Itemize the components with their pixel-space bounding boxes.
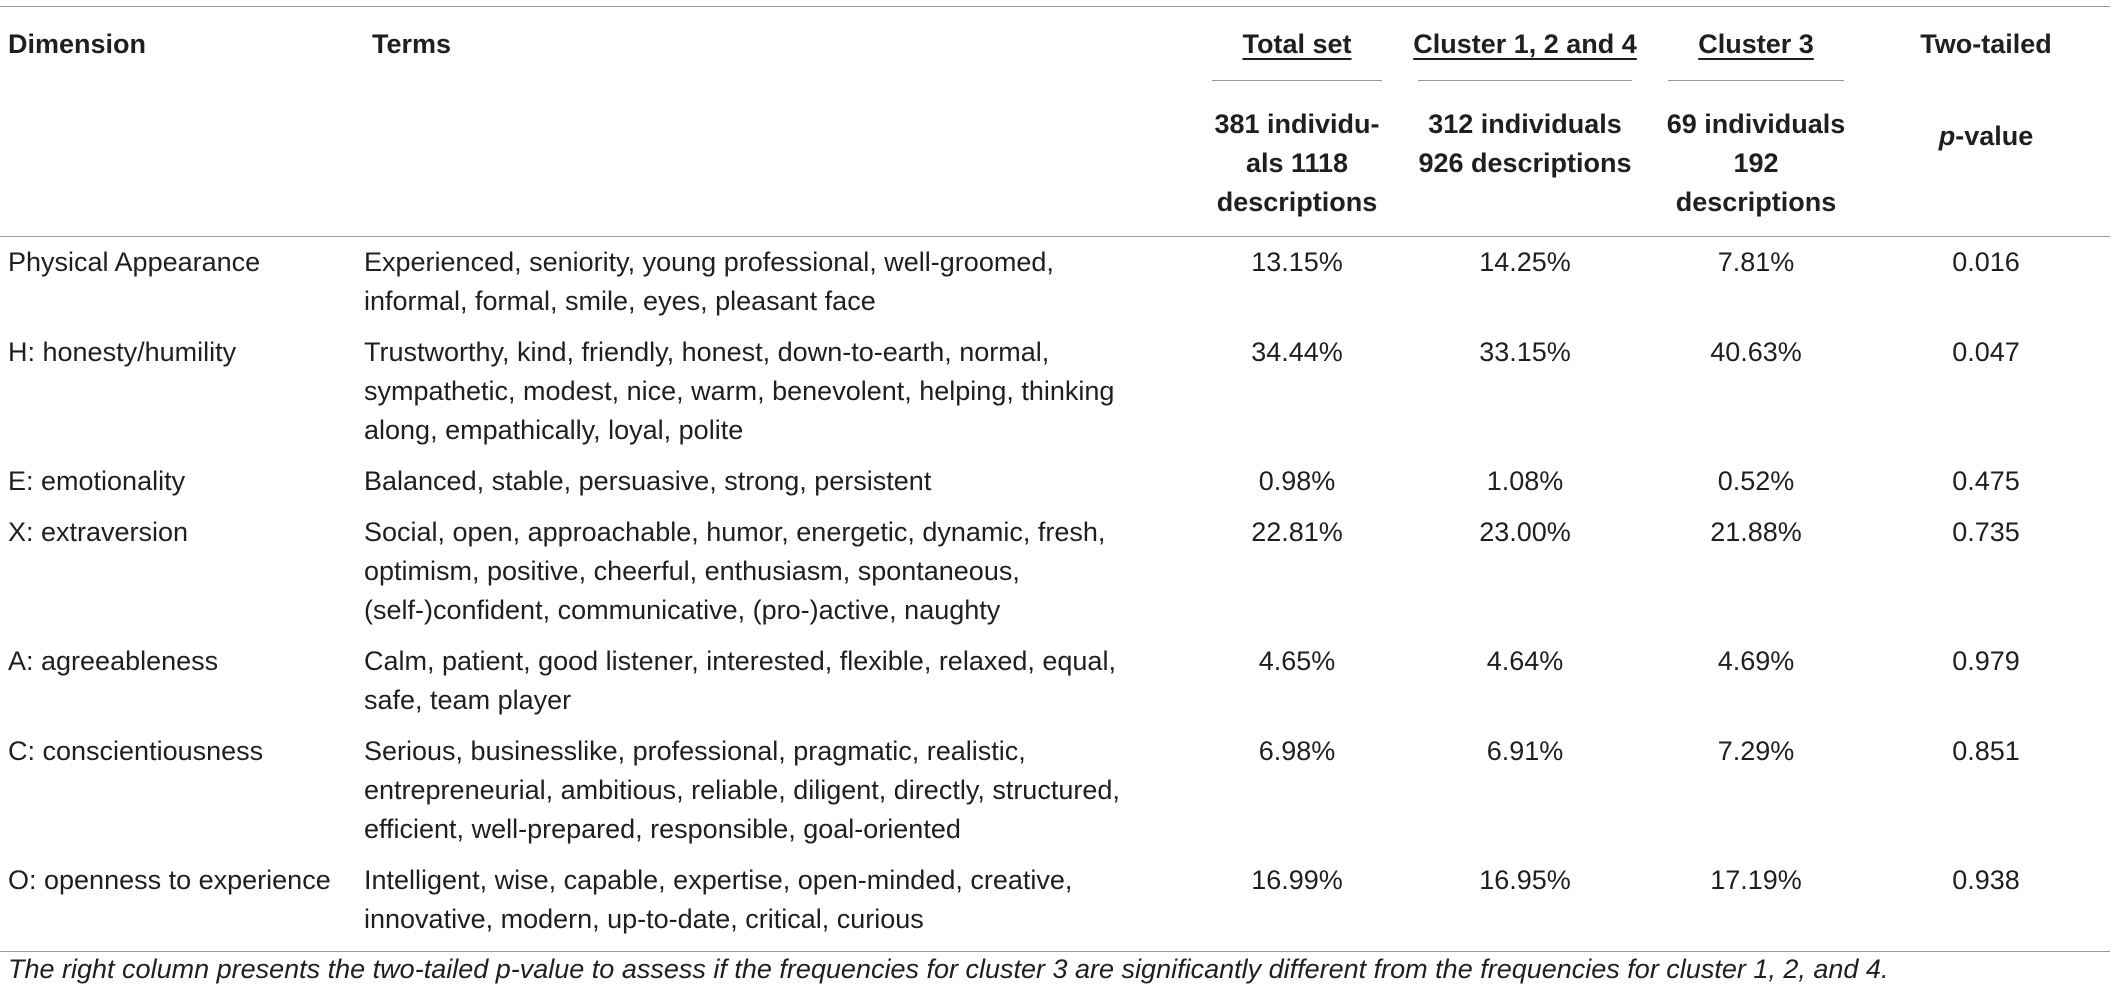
header-total-set-cell: Total set 381 individu- als 1118 descrip… (1194, 7, 1400, 237)
terms-cell: Social, open, approachable, humor, energ… (364, 517, 1106, 625)
header-total-set-sub-line2: als 1118 (1245, 148, 1349, 178)
table-header-row: Dimension Terms Total set 381 individu- … (0, 6, 2110, 237)
total-set-cell: 16.99% (1251, 865, 1343, 895)
table-row: C: conscientiousness Serious, businesslik… (0, 726, 2110, 855)
total-set-cell: 6.98% (1258, 736, 1336, 766)
dimension-cell: X: extraversion (8, 517, 189, 547)
header-cluster124-sub-line2: 926 descriptions (1418, 148, 1632, 178)
terms-cell: Trustworthy, kind, friendly, honest, dow… (364, 337, 1115, 445)
header-two-tailed: Two-tailed (1920, 29, 2052, 59)
header-p-rest: -value (1955, 121, 2034, 151)
header-cluster124-sub-line1: 312 individuals (1428, 109, 1622, 139)
cluster3-cell: 21.88% (1710, 517, 1802, 547)
header-total-set-sub-line1: 381 individu- (1214, 109, 1380, 139)
terms-cell: Serious, businesslike, professional, pra… (364, 736, 1120, 844)
total-set-cell: 34.44% (1251, 337, 1343, 367)
p-value-cell: 0.735 (1952, 517, 2020, 547)
cluster3-cell: 0.52% (1717, 466, 1795, 496)
p-value-cell: 0.475 (1952, 466, 2020, 496)
terms-cell: Balanced, stable, persuasive, strong, pe… (364, 466, 932, 496)
cluster124-cell: 4.64% (1486, 646, 1564, 676)
cluster3-cell: 4.69% (1717, 646, 1795, 676)
cluster3-cell: 40.63% (1710, 337, 1802, 367)
table-row: E: emotionality Balanced, stable, persuas… (0, 456, 2110, 507)
total-set-cell: 4.65% (1258, 646, 1336, 676)
cluster3-cell: 7.81% (1717, 247, 1795, 277)
header-cluster3-sub-line1: 69 individuals (1666, 109, 1846, 139)
header-cluster3-cell: Cluster 3 69 individuals 192 description… (1650, 7, 1862, 237)
header-cluster3-sub-line3: descriptions (1675, 187, 1837, 217)
table-footnote: The right column presents the two-tailed… (8, 954, 1889, 984)
header-cluster3-sub-line2: 192 (1733, 148, 1779, 178)
terms-cell: Experienced, seniority, young profession… (364, 247, 1054, 316)
table-row: A: agreeableness Calm, patient, good list… (0, 636, 2110, 726)
total-set-cell: 13.15% (1251, 247, 1343, 277)
dimension-cell: O: openness to experience (8, 865, 331, 895)
cluster124-cell: 23.00% (1479, 517, 1571, 547)
header-p-value-cell: Two-tailed p-value (1862, 7, 2110, 237)
header-dimension: Dimension (8, 29, 147, 59)
header-cluster124: Cluster 1, 2 and 4 (1413, 29, 1637, 59)
header-cluster124-sub: 312 individuals 926 descriptions (1400, 81, 1650, 197)
header-cluster3: Cluster 3 (1698, 29, 1814, 59)
dimension-cell: H: honesty/humility (8, 337, 237, 367)
p-value-cell: 0.979 (1952, 646, 2020, 676)
p-value-cell: 0.851 (1952, 736, 2020, 766)
cluster124-cell: 6.91% (1486, 736, 1564, 766)
table-row: H: honesty/humility Trustworthy, kind, fr… (0, 327, 2110, 456)
table-row: X: extraversion Social, open, approachabl… (0, 507, 2110, 636)
header-rule-cluster124 (1418, 80, 1632, 81)
cluster3-cell: 17.19% (1710, 865, 1802, 895)
dimension-cell: A: agreeableness (8, 646, 219, 676)
terms-cell: Calm, patient, good listener, interested… (364, 646, 1116, 715)
header-rule-cluster3 (1668, 80, 1844, 81)
header-p-italic: p (1938, 121, 1956, 151)
cluster124-cell: 1.08% (1486, 466, 1564, 496)
p-value-cell: 0.016 (1952, 247, 2020, 277)
cluster3-cell: 7.29% (1717, 736, 1795, 766)
header-total-set-sub: 381 individu- als 1118 descriptions (1194, 81, 1400, 236)
header-total-set-sub-line3: descriptions (1216, 187, 1378, 217)
table-body: Physical Appearance Experienced, seniorit… (0, 237, 2110, 952)
table-row: O: openness to experience Intelligent, wi… (0, 855, 2110, 952)
total-set-cell: 0.98% (1258, 466, 1336, 496)
dimension-cell: C: conscientiousness (8, 736, 264, 766)
cluster124-cell: 16.95% (1479, 865, 1571, 895)
results-table-container: Dimension Terms Total set 381 individu- … (0, 6, 2110, 952)
cluster124-cell: 14.25% (1479, 247, 1571, 277)
header-cluster124-cell: Cluster 1, 2 and 4 312 individuals 926 d… (1400, 7, 1650, 237)
header-terms: Terms (372, 29, 452, 59)
total-set-cell: 22.81% (1251, 517, 1343, 547)
header-p-value: p-value (1862, 64, 2110, 156)
header-cluster3-sub: 69 individuals 192 descriptions (1650, 81, 1862, 236)
p-value-cell: 0.047 (1952, 337, 2020, 367)
p-value-cell: 0.938 (1952, 865, 2020, 895)
results-table: Dimension Terms Total set 381 individu- … (0, 6, 2110, 952)
header-total-set: Total set (1242, 29, 1352, 59)
dimension-cell: E: emotionality (8, 466, 186, 496)
terms-cell: Intelligent, wise, capable, expertise, o… (364, 865, 1073, 934)
header-rule-total (1212, 80, 1382, 81)
dimension-cell: Physical Appearance (8, 247, 261, 277)
table-row: Physical Appearance Experienced, seniorit… (0, 237, 2110, 328)
cluster124-cell: 33.15% (1479, 337, 1571, 367)
